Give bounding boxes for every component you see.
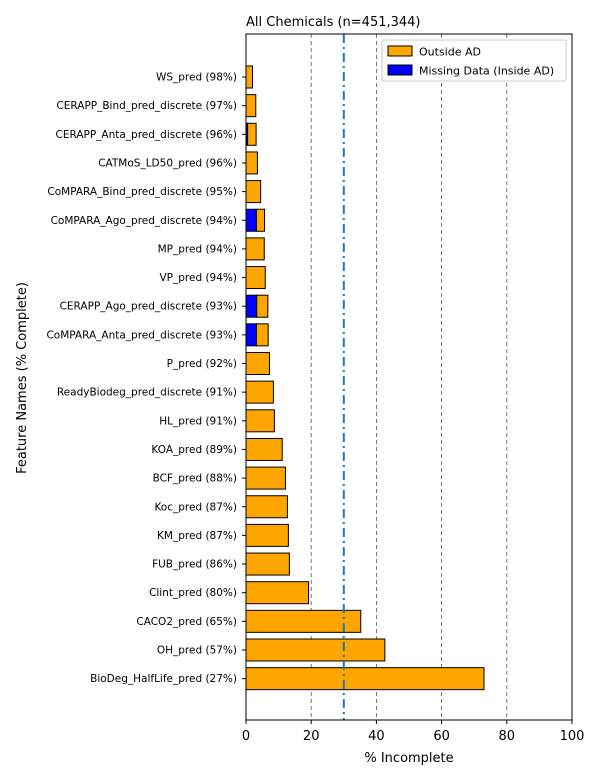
y-tick-label: KM_pred (87%) (157, 530, 237, 542)
bar-outside-ad (256, 294, 269, 318)
y-tick-label: Clint_pred (80%) (149, 587, 237, 599)
bar-outside-ad (245, 409, 275, 433)
bar-outside-ad (245, 638, 386, 662)
legend-box (381, 39, 567, 82)
y-tick-label: CoMPARA_Anta_pred_discrete (93%) (46, 329, 237, 341)
x-tick-label: 100 (560, 729, 585, 744)
bar-outside-ad (245, 94, 257, 118)
y-axis-label: Feature Names (% Complete) (15, 282, 30, 474)
y-tick-label: OH_pred (57%) (157, 645, 237, 657)
y-tick-label: Koc_pred (87%) (154, 501, 237, 513)
legend-label: Missing Data (Inside AD) (419, 65, 554, 78)
legend-label: Outside AD (419, 46, 481, 59)
bar-outside-ad (245, 581, 310, 605)
x-tick-label: 60 (433, 729, 450, 744)
legend-swatch-missing-data (387, 64, 413, 76)
bar-outside-ad (247, 122, 257, 146)
bar-outside-ad (245, 552, 290, 576)
y-tick-label: CERAPP_Ago_pred_discrete (93%) (60, 301, 237, 313)
y-tick-label: ReadyBiodeg_pred_discrete (91%) (57, 387, 237, 399)
x-tick-label: 80 (499, 729, 516, 744)
y-tick-label: MP_pred (94%) (158, 243, 237, 255)
bar-outside-ad (245, 352, 270, 375)
y-tick-label: KOA_pred (89%) (151, 444, 237, 456)
legend-swatch-outside-ad (387, 45, 413, 57)
y-tick-label: CERAPP_Anta_pred_discrete (96%) (55, 129, 237, 141)
y-tick-label: CoMPARA_Ago_pred_discrete (94%) (51, 215, 237, 227)
bar-outside-ad (245, 266, 266, 290)
bar-outside-ad (245, 495, 288, 519)
bar-outside-ad (245, 523, 289, 547)
bar-outside-ad (245, 151, 258, 175)
y-tick-label: CATMoS_LD50_pred (96%) (98, 157, 237, 169)
x-tick-label: 40 (368, 729, 385, 744)
x-axis-label: % Incomplete (364, 751, 453, 766)
y-tick-label: BCF_pred (88%) (153, 473, 237, 485)
bar-outside-ad (245, 667, 485, 691)
y-tick-label: BioDeg_HalfLife_pred (27%) (90, 673, 237, 685)
y-tick-label: P_pred (92%) (167, 358, 237, 370)
bar-missing-data (245, 323, 257, 347)
bar-outside-ad (245, 180, 262, 204)
axes-frame (245, 33, 573, 721)
bar-outside-ad (255, 208, 266, 232)
y-tick-label: VP_pred (94%) (159, 272, 237, 284)
bar-outside-ad (255, 323, 269, 347)
bar-outside-ad (245, 466, 286, 490)
y-tick-label: CERAPP_Bind_pred_discrete (97%) (56, 100, 237, 112)
y-tick-label: HL_pred (91%) (159, 415, 237, 427)
y-tick-label: CoMPARA_Bind_pred_discrete (95%) (47, 186, 237, 198)
y-tick-label: WS_pred (98%) (156, 72, 237, 84)
x-tick-label: 0 (242, 729, 250, 744)
plot-area: WS_pred (98%) CERAPP_Bind_pred_discrete (… (46, 33, 585, 744)
bar-missing-data (245, 208, 257, 232)
y-tick-label: FUB_pred (86%) (152, 559, 237, 571)
bar-outside-ad (245, 437, 283, 461)
chart-title: All Chemicals (n=451,344) (246, 15, 421, 30)
bar-outside-ad (245, 380, 274, 404)
bar-outside-ad (245, 237, 265, 261)
y-tick-label: CACO2_pred (65%) (136, 616, 237, 628)
bar-missing-data (245, 294, 258, 318)
bar-outside-ad (245, 65, 254, 89)
x-tick-label: 20 (303, 729, 320, 744)
